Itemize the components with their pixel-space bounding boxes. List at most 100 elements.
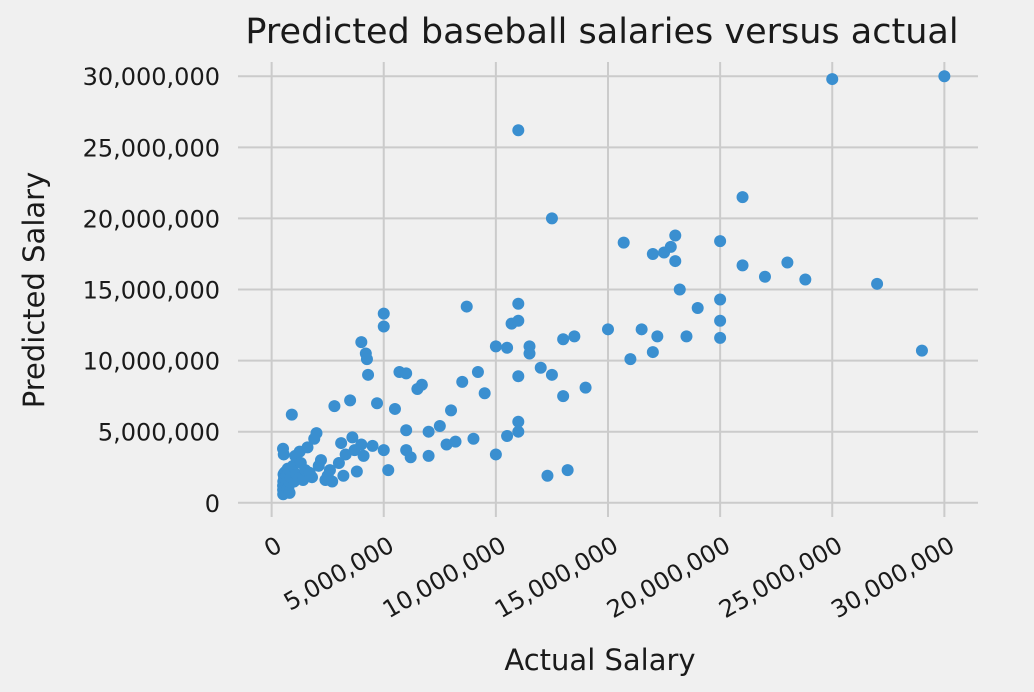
- data-point: [826, 73, 839, 86]
- data-point: [377, 307, 390, 320]
- data-point: [328, 400, 341, 413]
- data-point: [314, 454, 327, 467]
- data-point: [357, 449, 370, 462]
- y-tick-label: 15,000,000: [83, 277, 220, 305]
- data-point: [673, 283, 686, 296]
- data-point: [400, 367, 413, 380]
- data-point: [456, 375, 469, 388]
- data-point: [371, 397, 384, 410]
- data-point: [301, 441, 314, 454]
- data-point: [512, 297, 525, 310]
- data-point: [938, 70, 951, 83]
- y-tick-label: 25,000,000: [83, 134, 220, 162]
- y-axis-title: Predicted Salary: [17, 172, 51, 408]
- y-tick-label: 5,000,000: [98, 419, 220, 447]
- data-point: [323, 464, 336, 477]
- data-point: [915, 344, 928, 357]
- y-tick-label: 10,000,000: [83, 348, 220, 376]
- data-point: [561, 464, 574, 477]
- data-point: [646, 346, 659, 359]
- data-point: [680, 330, 693, 343]
- data-point: [400, 424, 413, 437]
- data-point: [523, 347, 536, 360]
- data-point: [277, 448, 290, 461]
- x-tick-label: 10,000,000: [378, 531, 511, 624]
- data-point: [332, 456, 345, 469]
- data-point: [781, 256, 794, 269]
- data-point: [310, 427, 323, 440]
- data-point: [335, 437, 348, 450]
- x-tick-label: 25,000,000: [714, 531, 847, 624]
- y-tick-label: 30,000,000: [83, 63, 220, 91]
- y-tick-label: 20,000,000: [83, 205, 220, 233]
- data-point: [512, 415, 525, 428]
- data-point: [669, 229, 682, 242]
- data-point: [326, 475, 339, 488]
- data-point: [283, 486, 296, 499]
- data-point: [635, 323, 648, 336]
- data-point: [449, 435, 462, 448]
- data-point: [362, 368, 375, 381]
- data-point: [467, 432, 480, 445]
- data-point: [541, 469, 554, 482]
- data-point: [568, 330, 581, 343]
- data-point: [422, 449, 435, 462]
- data-point: [382, 464, 395, 477]
- data-point: [714, 314, 727, 327]
- data-point: [445, 404, 458, 417]
- data-point: [534, 361, 547, 374]
- x-tick-labels: 05,000,00010,000,00015,000,00020,000,000…: [259, 531, 959, 624]
- data-point: [344, 394, 357, 407]
- data-point: [871, 277, 884, 290]
- data-point: [489, 340, 502, 353]
- data-point: [366, 439, 379, 452]
- chart-title: Predicted baseball salaries versus actua…: [245, 12, 958, 52]
- data-point: [714, 293, 727, 306]
- data-point: [758, 270, 771, 283]
- data-point: [624, 353, 637, 366]
- data-point: [736, 259, 749, 272]
- x-tick-label: 0: [259, 531, 286, 563]
- data-point: [377, 444, 390, 457]
- data-point: [422, 425, 435, 438]
- data-point: [404, 451, 417, 464]
- data-points: [277, 70, 951, 501]
- data-point: [714, 235, 727, 248]
- y-tick-label: 0: [205, 490, 220, 518]
- y-gridlines: [238, 75, 978, 504]
- data-point: [339, 448, 352, 461]
- data-point: [337, 469, 350, 482]
- data-point: [512, 425, 525, 438]
- data-point: [512, 370, 525, 383]
- data-point: [285, 408, 298, 421]
- data-point: [664, 240, 677, 253]
- data-point: [355, 438, 368, 451]
- data-point: [557, 333, 570, 346]
- data-point: [714, 331, 727, 344]
- data-point: [415, 378, 428, 391]
- x-tick-label: 20,000,000: [602, 531, 735, 624]
- y-tick-labels: 0 5,000,000 10,000,000 15,000,000 20,000,000…: [83, 63, 220, 518]
- data-point: [799, 273, 812, 286]
- data-point: [602, 323, 614, 336]
- x-tick-label: 30,000,000: [826, 531, 959, 624]
- data-point: [360, 353, 373, 366]
- data-point: [388, 402, 401, 415]
- data-point: [471, 365, 484, 378]
- x-axis-title: Actual Salary: [504, 643, 695, 677]
- data-point: [501, 341, 514, 354]
- data-point: [433, 420, 446, 432]
- data-point: [350, 465, 363, 478]
- data-point: [669, 255, 682, 268]
- data-point: [545, 368, 558, 381]
- data-point: [651, 330, 664, 343]
- data-point: [736, 191, 749, 204]
- data-point: [306, 471, 318, 484]
- data-point: [512, 124, 525, 137]
- data-point: [489, 448, 502, 461]
- data-point: [377, 320, 390, 333]
- data-point: [346, 431, 359, 444]
- data-point: [355, 336, 368, 349]
- data-point: [617, 236, 630, 249]
